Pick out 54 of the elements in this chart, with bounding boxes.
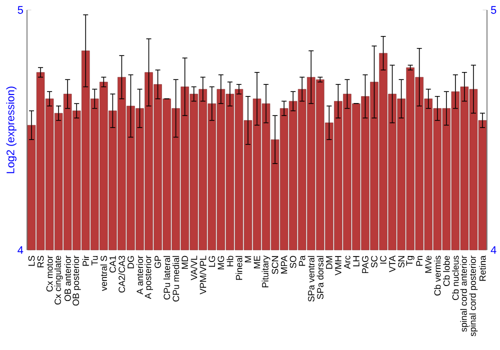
x-tick-label: Pn bbox=[416, 256, 422, 266]
x-tick-label: MVe bbox=[425, 256, 432, 273]
x-tick-label: OB anterior bbox=[64, 256, 71, 302]
x-tick-label: VTA bbox=[389, 255, 396, 272]
x-tick-label: A anterior bbox=[136, 256, 144, 294]
x-tick-label: Cb nucleus bbox=[452, 256, 459, 300]
x-tick-label: IC bbox=[380, 256, 386, 264]
x-tick-label: GP bbox=[154, 256, 161, 268]
x-tick-label: DM bbox=[326, 256, 332, 269]
x-tick-label: VMH bbox=[335, 256, 342, 276]
x-tick-label: spinal cord posterior bbox=[469, 256, 478, 336]
x-tick-label: Arc bbox=[344, 256, 350, 269]
x-tick-label: LH bbox=[353, 256, 360, 266]
x-tick-label: Cb lobe bbox=[443, 256, 450, 286]
x-tick-label: Hb bbox=[226, 256, 234, 266]
x-tick-label: PAG bbox=[362, 256, 368, 274]
x-tick-label: Pa bbox=[298, 255, 306, 266]
x-tick-label: SCN bbox=[272, 256, 278, 274]
y-axis-title: Log2 (expression) bbox=[6, 86, 16, 174]
x-tick-label: LS bbox=[28, 256, 35, 266]
x-tick-label: Pineal bbox=[236, 256, 242, 280]
x-tick-label: Cx motor bbox=[46, 256, 53, 292]
x-tick-label: MPA bbox=[280, 255, 288, 274]
x-tick-label: Tg bbox=[406, 256, 414, 266]
x-tick-label: CA1 bbox=[110, 256, 116, 273]
x-tick-label: OB posterior bbox=[72, 256, 81, 306]
x-tick-label: VPM/VPL bbox=[200, 256, 206, 294]
x-tick-label: SPa ventral bbox=[308, 256, 314, 302]
x-tick-label: CPu medial bbox=[172, 256, 180, 302]
x-tick-label: VA/VL bbox=[190, 256, 198, 280]
x-tick-label: Cb vermis bbox=[434, 256, 441, 296]
x-tick-label: ME bbox=[254, 256, 260, 268]
x-tick-label: CA2/CA3 bbox=[118, 256, 126, 293]
y2-tick-label: 5 bbox=[490, 6, 496, 14]
x-tick-label: MG bbox=[218, 256, 224, 270]
y2-tick-label: 4 bbox=[490, 246, 496, 254]
x-tick-label: CPu lateral bbox=[164, 256, 170, 300]
x-tick-label: MD bbox=[182, 256, 188, 269]
x-tick-label: Pir bbox=[82, 256, 89, 266]
x-tick-label: SC bbox=[371, 256, 378, 268]
x-tick-label: spinal cord anterior bbox=[460, 256, 469, 332]
x-tick-label: DG bbox=[128, 256, 134, 268]
x-tick-label: Cx cingulate bbox=[54, 256, 63, 305]
x-tick-label: RS bbox=[37, 256, 44, 268]
x-tick-label: SN bbox=[398, 256, 404, 268]
x-tick-label: SPa dorsal bbox=[316, 256, 324, 300]
x-tick-label: Tu bbox=[92, 256, 98, 266]
x-tick-label: Retina bbox=[479, 255, 486, 281]
x-tick-label: SO bbox=[290, 256, 296, 268]
x-tick-label: ventral S bbox=[100, 256, 107, 291]
x-tick-label: M bbox=[244, 256, 252, 262]
x-tick-label: A posterior bbox=[144, 256, 153, 299]
x-tick-label: Pituitary bbox=[262, 255, 270, 288]
x-tick-label: LG bbox=[208, 256, 216, 267]
